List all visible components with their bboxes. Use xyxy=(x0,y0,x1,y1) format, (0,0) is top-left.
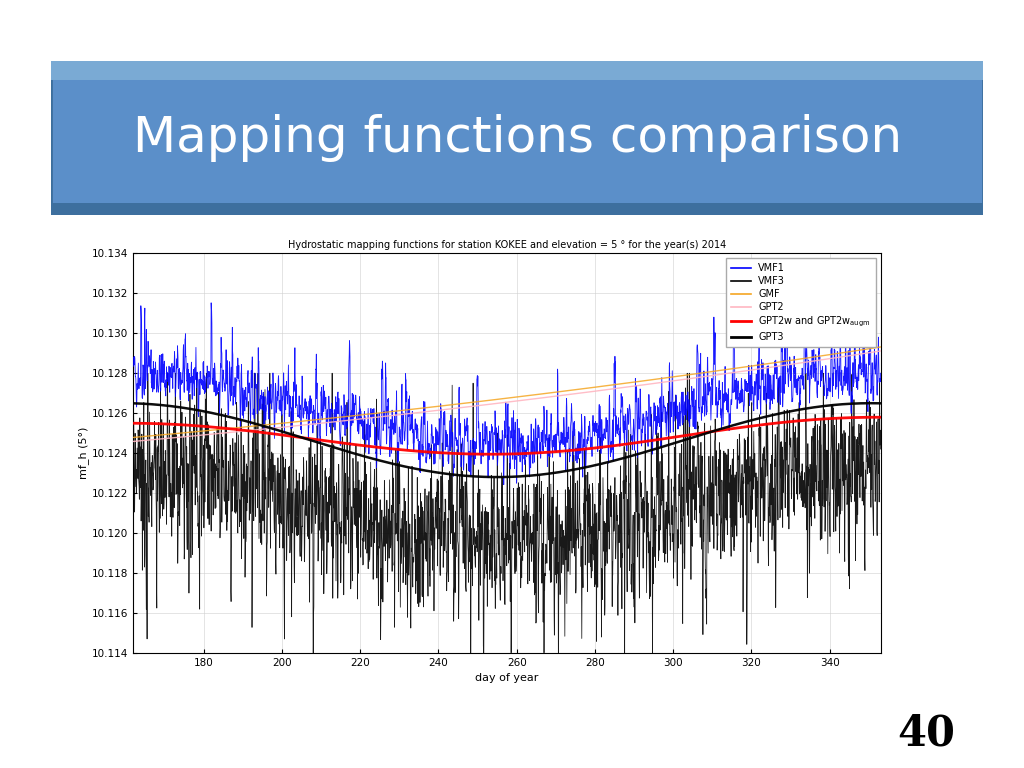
Title: Hydrostatic mapping functions for station KOKEE and elevation = 5 ° for the year: Hydrostatic mapping functions for statio… xyxy=(288,240,726,250)
Legend: VMF1, VMF3, GMF, GPT2, GPT2w and GPT2w$_{\rm augm}$, GPT3: VMF1, VMF3, GMF, GPT2, GPT2w and GPT2w$_… xyxy=(726,258,876,347)
FancyBboxPatch shape xyxy=(51,61,983,80)
Text: 40: 40 xyxy=(898,713,955,754)
X-axis label: day of year: day of year xyxy=(475,674,539,684)
FancyBboxPatch shape xyxy=(51,203,983,215)
Text: Mapping functions comparison: Mapping functions comparison xyxy=(132,114,902,162)
Y-axis label: mf_h (5°): mf_h (5°) xyxy=(78,427,89,479)
FancyBboxPatch shape xyxy=(51,61,983,215)
